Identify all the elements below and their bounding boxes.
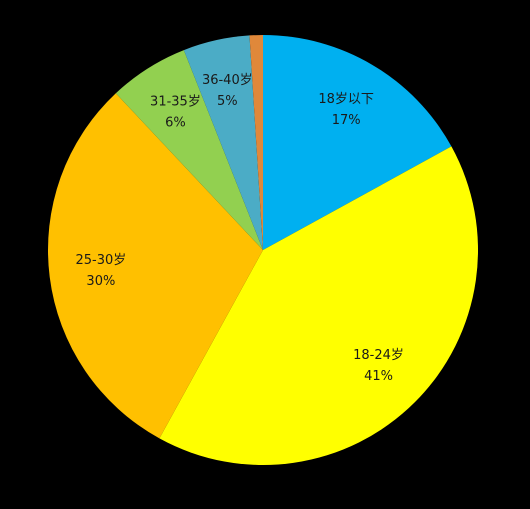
slice-value-label: 30%: [86, 274, 115, 289]
pie-slice: [249, 35, 263, 250]
pie-slice: [47, 93, 263, 439]
slice-value-label: 17%: [332, 113, 361, 128]
pie-slice: [263, 35, 452, 250]
slice-label: 36-40岁: [202, 73, 253, 88]
pie-slice: [159, 146, 478, 465]
slice-label: 18岁以下: [318, 92, 374, 107]
pie-slice: [183, 35, 263, 250]
slice-label: 31-35岁: [150, 95, 201, 110]
slice-label: 18-24岁: [353, 348, 404, 363]
pie-slice: [115, 50, 263, 251]
slice-value-label: 5%: [217, 94, 238, 109]
slice-value-label: 41%: [364, 369, 393, 384]
slice-value-label: 6%: [165, 116, 186, 131]
slice-label: 25-30岁: [75, 253, 126, 268]
